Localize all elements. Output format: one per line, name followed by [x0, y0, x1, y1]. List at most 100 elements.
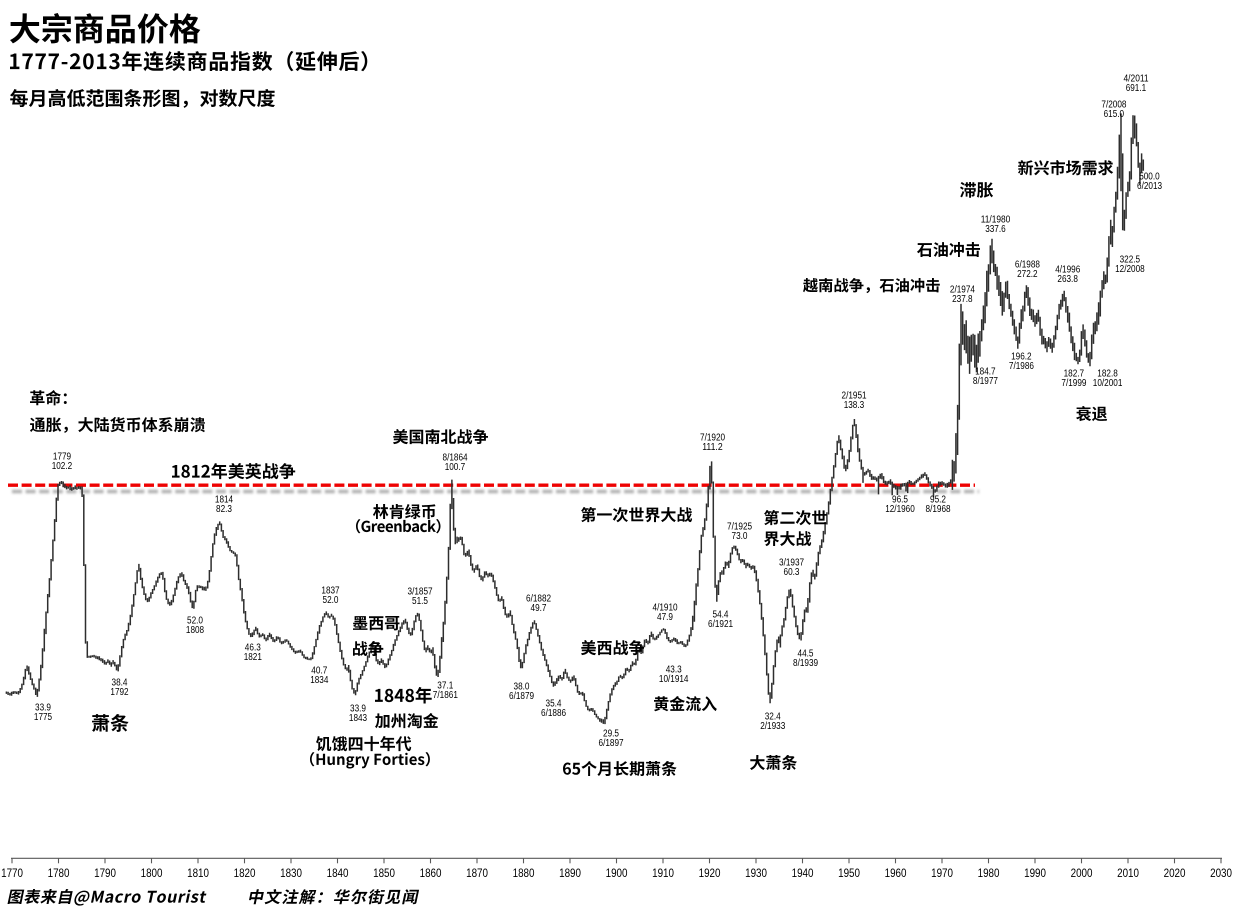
- svg-text:73.0: 73.0: [732, 531, 748, 542]
- svg-text:52.0: 52.0: [187, 616, 203, 627]
- svg-text:1843: 1843: [349, 713, 368, 724]
- svg-text:1970: 1970: [931, 866, 953, 880]
- svg-text:1808: 1808: [186, 625, 205, 636]
- svg-text:2/1933: 2/1933: [760, 721, 785, 732]
- svg-text:6/2013: 6/2013: [1137, 181, 1162, 192]
- svg-text:4/2011: 4/2011: [1124, 74, 1149, 85]
- svg-text:44.5: 44.5: [798, 649, 814, 660]
- svg-text:96.5: 96.5: [892, 495, 908, 506]
- svg-text:1870: 1870: [466, 866, 488, 880]
- svg-text:6/1882: 6/1882: [526, 594, 551, 605]
- svg-text:7/1920: 7/1920: [700, 433, 725, 444]
- svg-text:49.7: 49.7: [531, 603, 547, 614]
- svg-text:4/1910: 4/1910: [653, 603, 678, 614]
- svg-text:2020: 2020: [1164, 866, 1186, 880]
- svg-text:2/1974: 2/1974: [950, 285, 975, 296]
- svg-text:1800: 1800: [141, 866, 163, 880]
- svg-text:8/1939: 8/1939: [793, 658, 818, 669]
- svg-text:1990: 1990: [1024, 866, 1046, 880]
- svg-text:43.3: 43.3: [666, 665, 682, 676]
- svg-text:196.2: 196.2: [1011, 352, 1032, 363]
- svg-text:8/1864: 8/1864: [443, 453, 468, 464]
- svg-text:237.8: 237.8: [952, 294, 973, 305]
- svg-text:1837: 1837: [321, 586, 340, 597]
- svg-text:138.3: 138.3: [844, 400, 865, 411]
- svg-text:46.3: 46.3: [245, 643, 261, 654]
- svg-text:102.2: 102.2: [52, 461, 73, 472]
- svg-text:12/2008: 12/2008: [1115, 264, 1145, 275]
- svg-text:322.5: 322.5: [1120, 255, 1141, 266]
- svg-text:60.3: 60.3: [784, 567, 800, 578]
- svg-text:47.9: 47.9: [657, 612, 673, 623]
- svg-text:4/1996: 4/1996: [1055, 265, 1080, 276]
- svg-text:1810: 1810: [187, 866, 209, 880]
- svg-text:500.0: 500.0: [1139, 172, 1160, 183]
- svg-text:1860: 1860: [420, 866, 442, 880]
- svg-text:1780: 1780: [48, 866, 70, 880]
- svg-text:6/1886: 6/1886: [541, 708, 566, 719]
- svg-text:3/1857: 3/1857: [408, 587, 433, 598]
- svg-text:6/1988: 6/1988: [1015, 260, 1040, 271]
- svg-text:1950: 1950: [838, 866, 860, 880]
- svg-text:1775: 1775: [34, 712, 53, 723]
- svg-text:1980: 1980: [978, 866, 1000, 880]
- svg-text:1820: 1820: [234, 866, 256, 880]
- svg-text:7/1861: 7/1861: [433, 690, 458, 701]
- svg-text:1792: 1792: [110, 687, 129, 698]
- svg-text:2000: 2000: [1071, 866, 1093, 880]
- svg-text:1821: 1821: [244, 652, 263, 663]
- svg-text:1779: 1779: [53, 452, 72, 463]
- svg-text:263.8: 263.8: [1057, 274, 1078, 285]
- svg-text:95.2: 95.2: [930, 495, 946, 506]
- svg-text:1900: 1900: [606, 866, 628, 880]
- svg-text:29.5: 29.5: [603, 729, 619, 740]
- svg-text:10/2001: 10/2001: [1093, 378, 1123, 389]
- svg-text:32.4: 32.4: [765, 712, 781, 723]
- svg-text:1830: 1830: [280, 866, 302, 880]
- svg-text:1930: 1930: [745, 866, 767, 880]
- svg-text:2010: 2010: [1117, 866, 1139, 880]
- svg-text:51.5: 51.5: [412, 596, 428, 607]
- svg-text:12/1960: 12/1960: [885, 504, 915, 515]
- svg-text:82.3: 82.3: [216, 504, 232, 515]
- svg-text:40.7: 40.7: [311, 666, 327, 677]
- svg-text:3/1937: 3/1937: [779, 558, 804, 569]
- svg-text:52.0: 52.0: [323, 595, 339, 606]
- svg-text:6/1921: 6/1921: [708, 619, 733, 630]
- svg-text:33.9: 33.9: [350, 704, 366, 715]
- svg-text:1770: 1770: [1, 866, 23, 880]
- svg-text:1880: 1880: [513, 866, 535, 880]
- svg-text:10/1914: 10/1914: [659, 674, 689, 685]
- svg-text:7/1999: 7/1999: [1061, 378, 1086, 389]
- svg-text:6/1897: 6/1897: [599, 738, 624, 749]
- svg-text:2/1951: 2/1951: [842, 391, 867, 402]
- svg-text:2030: 2030: [1210, 866, 1232, 880]
- svg-text:182.7: 182.7: [1064, 369, 1085, 380]
- svg-text:8/1977: 8/1977: [973, 376, 998, 387]
- svg-text:184.7: 184.7: [975, 367, 996, 378]
- svg-text:691.1: 691.1: [1126, 83, 1147, 94]
- svg-text:182.8: 182.8: [1097, 369, 1118, 380]
- svg-text:100.7: 100.7: [445, 462, 466, 473]
- svg-text:1834: 1834: [310, 675, 329, 686]
- svg-text:1920: 1920: [699, 866, 721, 880]
- svg-text:1814: 1814: [215, 495, 234, 506]
- svg-text:111.2: 111.2: [702, 442, 723, 453]
- svg-text:1850: 1850: [373, 866, 395, 880]
- svg-text:1790: 1790: [94, 866, 116, 880]
- svg-text:7/2008: 7/2008: [1101, 100, 1126, 111]
- svg-text:615.0: 615.0: [1104, 109, 1125, 120]
- svg-text:33.9: 33.9: [35, 703, 51, 714]
- svg-text:1940: 1940: [792, 866, 814, 880]
- svg-text:37.1: 37.1: [437, 681, 453, 692]
- svg-text:11/1980: 11/1980: [981, 215, 1011, 226]
- svg-text:54.4: 54.4: [713, 610, 729, 621]
- svg-text:1840: 1840: [327, 866, 349, 880]
- svg-text:35.4: 35.4: [546, 699, 562, 710]
- svg-text:6/1879: 6/1879: [509, 691, 534, 702]
- svg-text:1890: 1890: [559, 866, 581, 880]
- svg-text:272.2: 272.2: [1017, 269, 1038, 280]
- svg-text:7/1986: 7/1986: [1009, 361, 1034, 372]
- svg-text:8/1968: 8/1968: [926, 504, 951, 515]
- svg-text:1960: 1960: [885, 866, 907, 880]
